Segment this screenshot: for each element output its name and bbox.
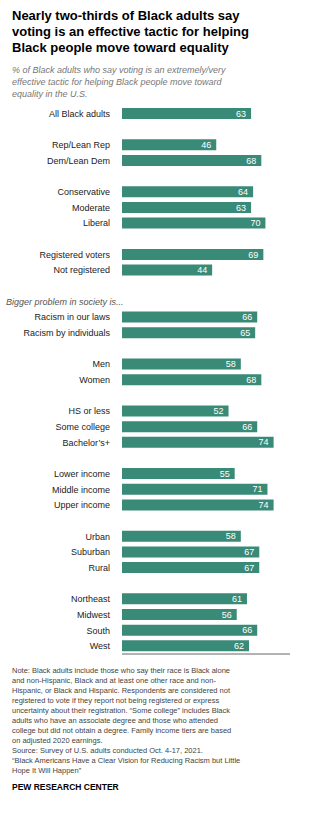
svg-text:Women: Women	[79, 375, 110, 385]
svg-text:65: 65	[240, 328, 250, 338]
svg-text:66: 66	[242, 312, 252, 322]
svg-text:46: 46	[201, 140, 211, 150]
svg-text:South: South	[86, 626, 110, 636]
svg-text:Rural: Rural	[88, 563, 110, 573]
svg-text:66: 66	[242, 625, 252, 635]
svg-text:67: 67	[244, 563, 254, 573]
svg-text:68: 68	[246, 156, 256, 166]
svg-text:Suburban: Suburban	[71, 547, 110, 557]
svg-text:70: 70	[250, 218, 260, 228]
svg-text:Upper income: Upper income	[54, 500, 110, 510]
svg-text:Rep/Lean Rep: Rep/Lean Rep	[52, 140, 110, 150]
svg-text:52: 52	[214, 406, 224, 416]
svg-text:Urban: Urban	[85, 532, 110, 542]
svg-text:69: 69	[248, 250, 258, 260]
svg-text:Northeast: Northeast	[71, 594, 111, 604]
svg-text:Midwest: Midwest	[77, 610, 111, 620]
svg-text:62: 62	[234, 641, 244, 651]
svg-text:Some college: Some college	[55, 422, 110, 432]
svg-text:64: 64	[238, 187, 248, 197]
svg-text:71: 71	[252, 484, 262, 494]
svg-text:58: 58	[226, 359, 236, 369]
svg-text:All Black adults: All Black adults	[49, 109, 111, 119]
svg-text:63: 63	[236, 203, 246, 213]
svg-text:44: 44	[197, 265, 207, 275]
svg-text:74: 74	[259, 500, 269, 510]
svg-text:66: 66	[242, 422, 252, 432]
html-text:PEW RESEARCH CENTER: PEW RESEARCH CENTER	[12, 782, 119, 792]
svg-text:55: 55	[220, 469, 230, 479]
svg-text:Middle income: Middle income	[52, 485, 110, 495]
svg-text:Racism in our laws: Racism in our laws	[34, 312, 110, 322]
html-text:Note: Black adults include tho: Note: Black adults include those who say…	[12, 666, 241, 775]
svg-text:Men: Men	[92, 359, 110, 369]
html-text:Nearly two-thirds of Black adu: Nearly two-thirds of Black adults say vo…	[12, 8, 249, 55]
svg-text:Lower income: Lower income	[54, 469, 110, 479]
svg-text:Racism by individuals: Racism by individuals	[23, 328, 110, 338]
svg-text:67: 67	[244, 547, 254, 557]
svg-text:58: 58	[226, 531, 236, 541]
svg-text:74: 74	[259, 437, 269, 447]
svg-text:Conservative: Conservative	[57, 187, 110, 197]
svg-text:Registered voters: Registered voters	[39, 250, 110, 260]
svg-text:68: 68	[246, 375, 256, 385]
svg-text:Bigger problem in society is..: Bigger problem in society is...	[8, 297, 124, 307]
svg-text:Dem/Lean Dem: Dem/Lean Dem	[47, 156, 110, 166]
svg-text:Not registered: Not registered	[53, 265, 110, 275]
svg-text:West: West	[90, 641, 111, 651]
svg-text:63: 63	[236, 109, 246, 119]
html-text:% of Black adults who say voti: % of Black adults who say voting is an e…	[12, 65, 226, 99]
svg-text:56: 56	[222, 610, 232, 620]
svg-text:HS or less: HS or less	[68, 406, 110, 416]
svg-text:Bachelor’s+: Bachelor’s+	[63, 438, 110, 448]
svg-text:61: 61	[232, 594, 242, 604]
svg-text:Liberal: Liberal	[83, 218, 110, 228]
svg-text:Moderate: Moderate	[72, 203, 110, 213]
